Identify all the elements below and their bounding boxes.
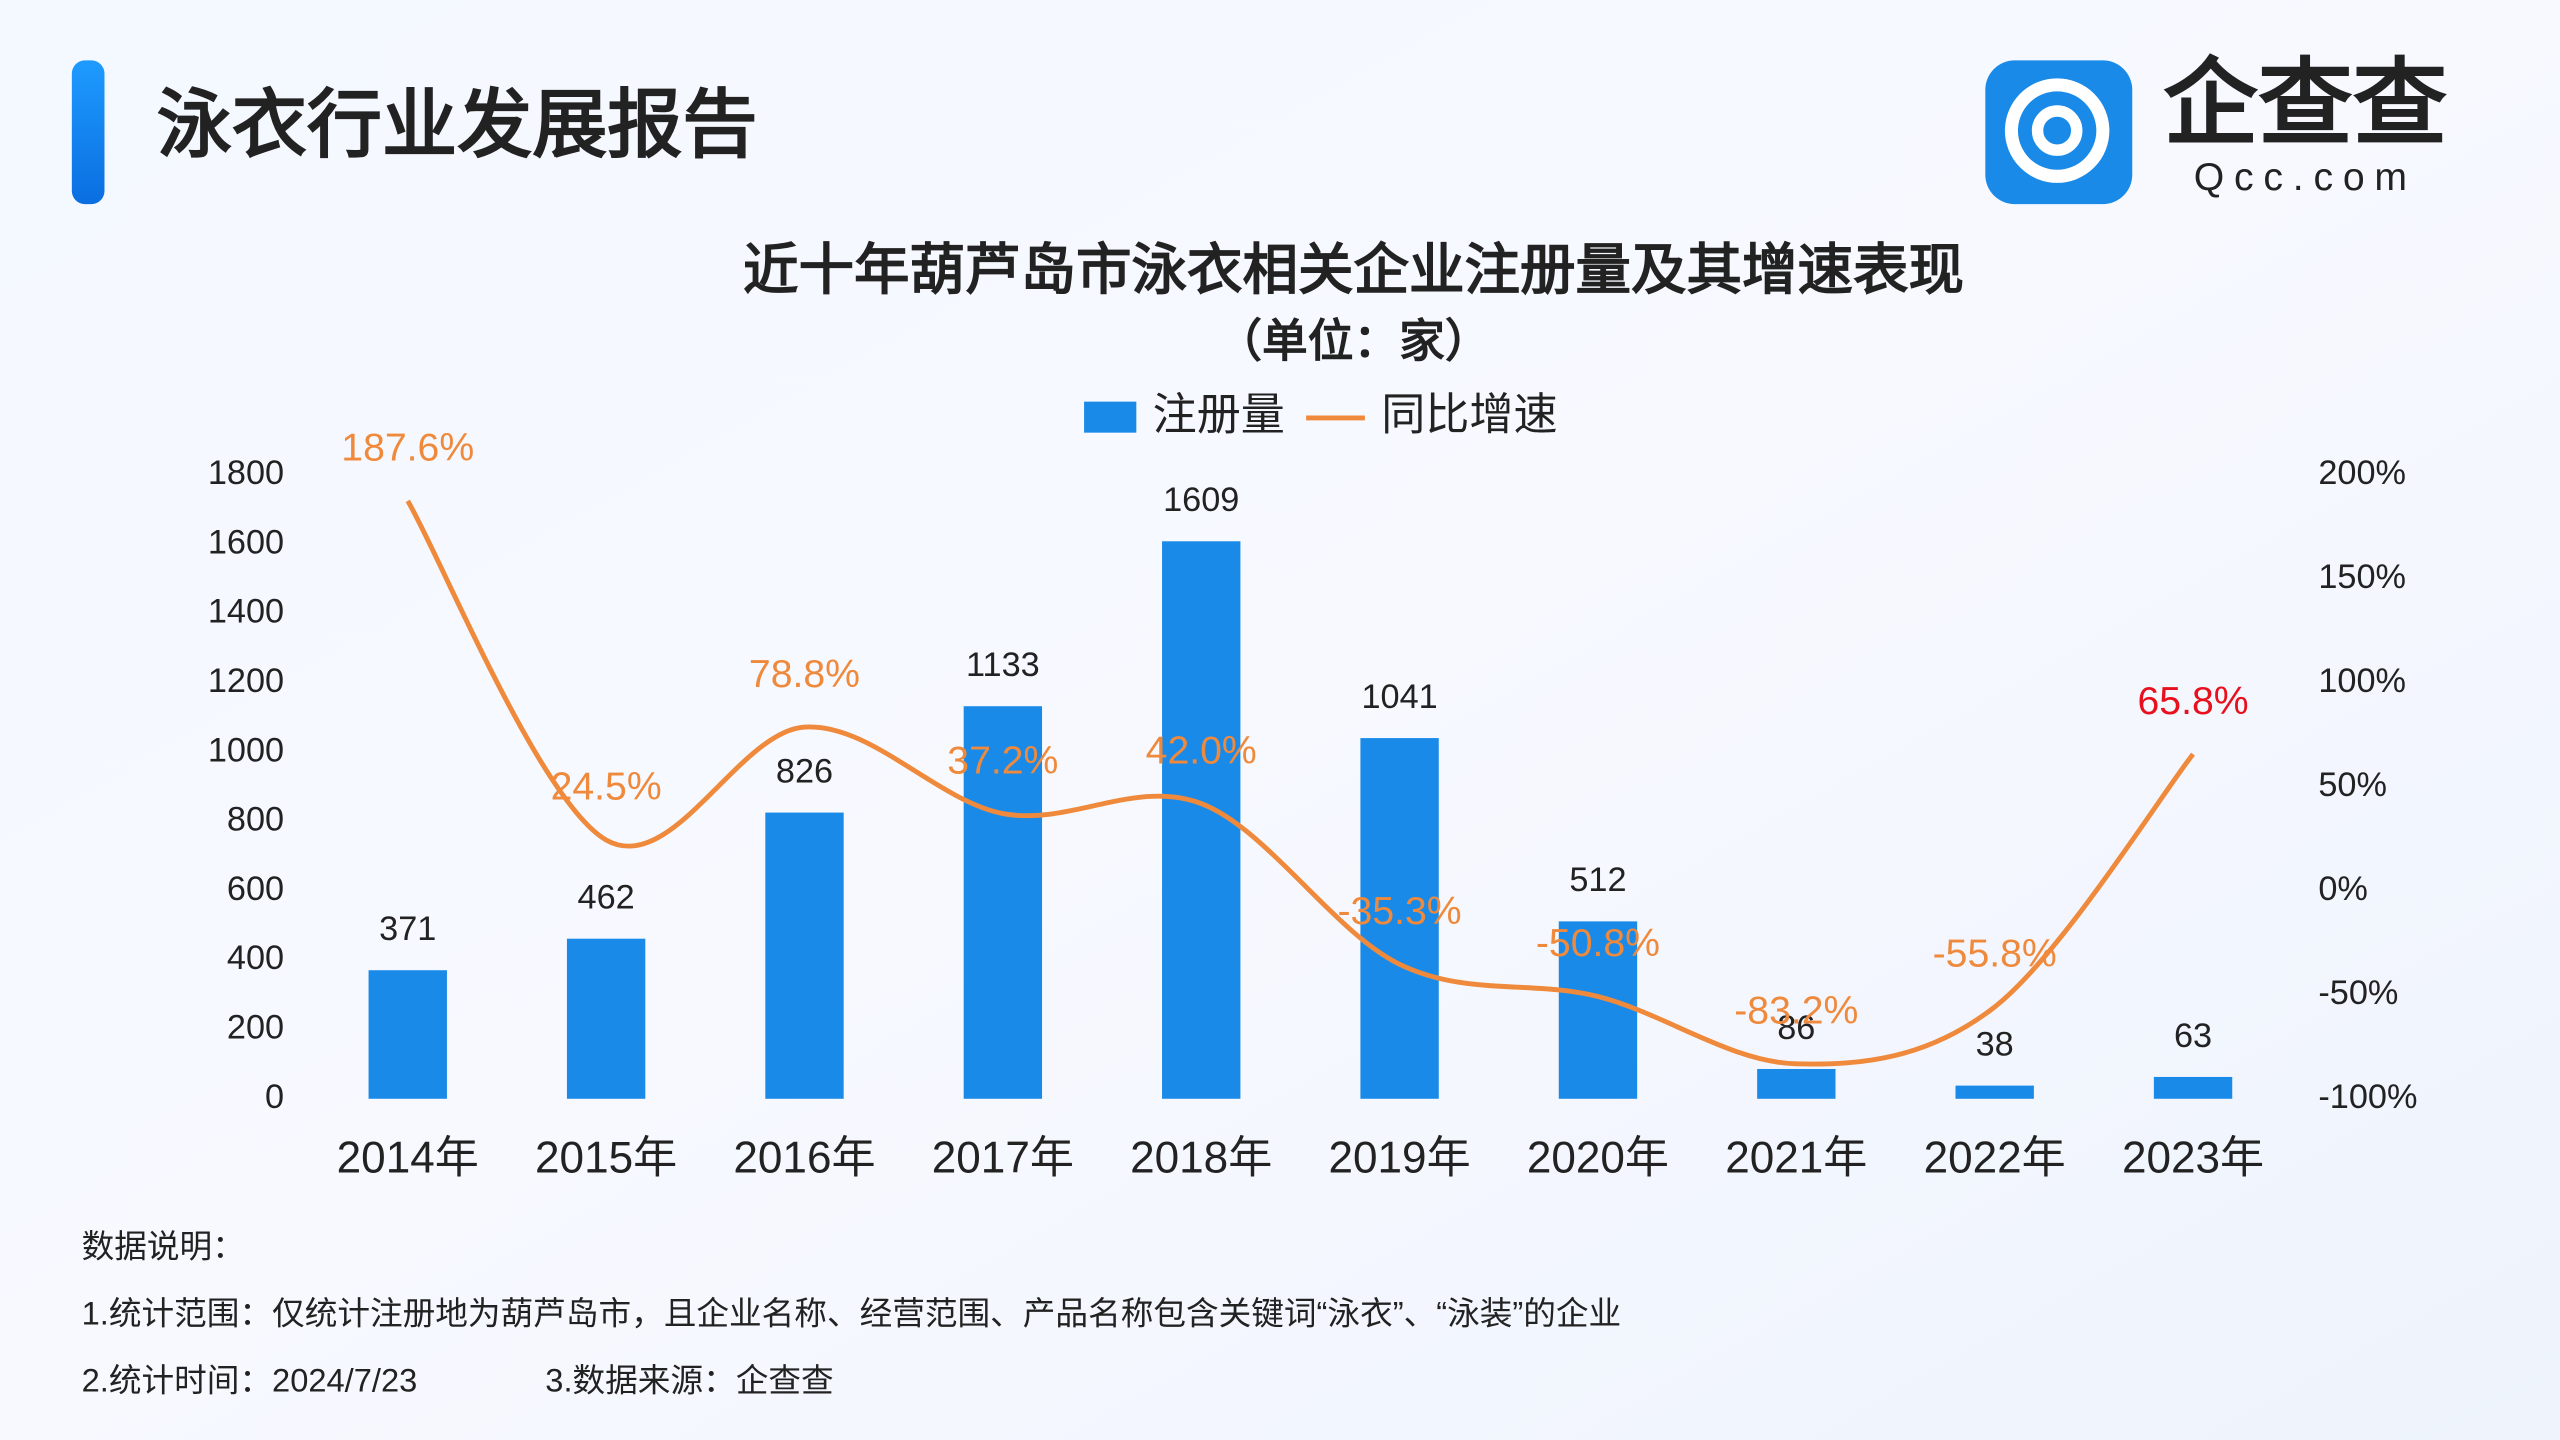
line-value-label: 187.6% (341, 427, 474, 470)
bar (566, 938, 646, 1099)
bar-value-label: 63 (2174, 1017, 2212, 1055)
y-tick-label: 1600 (208, 523, 284, 561)
x-tick-label: 2016年 (733, 1133, 875, 1182)
notes-heading: 数据说明： (82, 1228, 245, 1265)
logo-subtext: Qcc.com (2194, 156, 2417, 199)
bar (1955, 1085, 2034, 1099)
bar-value-label: 38 (1976, 1025, 2014, 1063)
logo-ring (2004, 78, 2110, 183)
note: 2.统计时间：2024/7/23 (82, 1361, 418, 1398)
legend-swatch (1084, 401, 1137, 433)
line-value-label: 24.5% (551, 766, 662, 809)
y2-tick-label: 100% (2318, 662, 2406, 700)
logo: 企查查 Qcc.com (1985, 51, 2448, 205)
y-tick-label: 1400 (208, 593, 284, 631)
chart-subtitle: （单位：家） (1216, 316, 1490, 367)
y2-tick-label: 0% (2318, 870, 2368, 908)
y-tick-label: 1200 (208, 662, 284, 700)
chart-title: 近十年葫芦岛市泳衣相关企业注册量及其增速表现 (743, 239, 1964, 301)
x-tick-label: 2022年 (1924, 1133, 2066, 1182)
bar (2153, 1076, 2233, 1099)
bar-value-label: 1041 (1361, 678, 1437, 716)
page-title: 泳衣行业发展报告 (157, 82, 758, 166)
x-tick-label: 2015年 (535, 1133, 677, 1182)
bar (1360, 738, 1439, 1099)
y2-tick-label: 150% (2318, 558, 2406, 596)
x-tick-label: 2017年 (932, 1133, 1074, 1182)
bar-value-label: 512 (1569, 861, 1626, 899)
legend-label: 注册量 (1153, 391, 1285, 440)
x-tick-label: 2020年 (1527, 1133, 1669, 1182)
y-tick-label: 400 (227, 939, 284, 977)
line-value-label: 78.8% (749, 653, 860, 696)
line-value-label: -50.8% (1536, 922, 1660, 965)
bar-value-label: 1609 (1163, 481, 1239, 519)
line-value-label: -35.3% (1338, 890, 1462, 933)
bar (368, 970, 447, 1099)
bar (765, 812, 844, 1099)
y2-tick-label: -50% (2318, 974, 2398, 1012)
growth-line (405, 499, 2195, 1067)
bar-value-label: 86 (1777, 1009, 1815, 1047)
x-tick-label: 2014年 (337, 1133, 479, 1182)
bar-value-label: 826 (776, 752, 833, 790)
y2-tick-label: 200% (2318, 454, 2406, 492)
legend-label: 同比增速 (1381, 391, 1557, 440)
note: 3.数据来源：企查查 (545, 1361, 833, 1398)
y-tick-label: 1800 (208, 454, 284, 492)
line-value-label: 42.0% (1146, 729, 1257, 772)
y2-tick-label: 50% (2318, 766, 2387, 804)
y-tick-label: 0 (265, 1078, 284, 1116)
line-value-label: 65.8% (2138, 680, 2249, 723)
title-accent (71, 60, 105, 205)
y2-tick-label: -100% (2318, 1078, 2417, 1116)
bar (1757, 1068, 1836, 1099)
bar (963, 706, 1043, 1099)
note: 1.统计范围：仅统计注册地为葫芦岛市，且企业名称、经营范围、产品名称包含关键词“… (82, 1295, 1622, 1332)
x-tick-label: 2019年 (1329, 1133, 1471, 1182)
line-value-label: -55.8% (1933, 933, 2057, 976)
y-tick-label: 200 (227, 1009, 284, 1047)
logo-ring (2031, 105, 2083, 156)
line-value-label: 37.2% (947, 739, 1058, 782)
bar-value-label: 1133 (966, 646, 1040, 684)
x-tick-label: 2018年 (1130, 1133, 1272, 1182)
bar-value-label: 462 (578, 879, 635, 917)
bar-value-label: 371 (379, 910, 436, 948)
y-tick-label: 1000 (208, 731, 284, 769)
logo-text: 企查查 (2163, 51, 2447, 157)
y-tick-label: 800 (227, 801, 284, 839)
x-tick-label: 2023年 (2122, 1133, 2264, 1182)
line-value-label: -83.2% (1734, 990, 1858, 1033)
bar (1558, 921, 1638, 1099)
y-tick-label: 600 (227, 870, 284, 908)
x-tick-label: 2021年 (1725, 1133, 1867, 1182)
